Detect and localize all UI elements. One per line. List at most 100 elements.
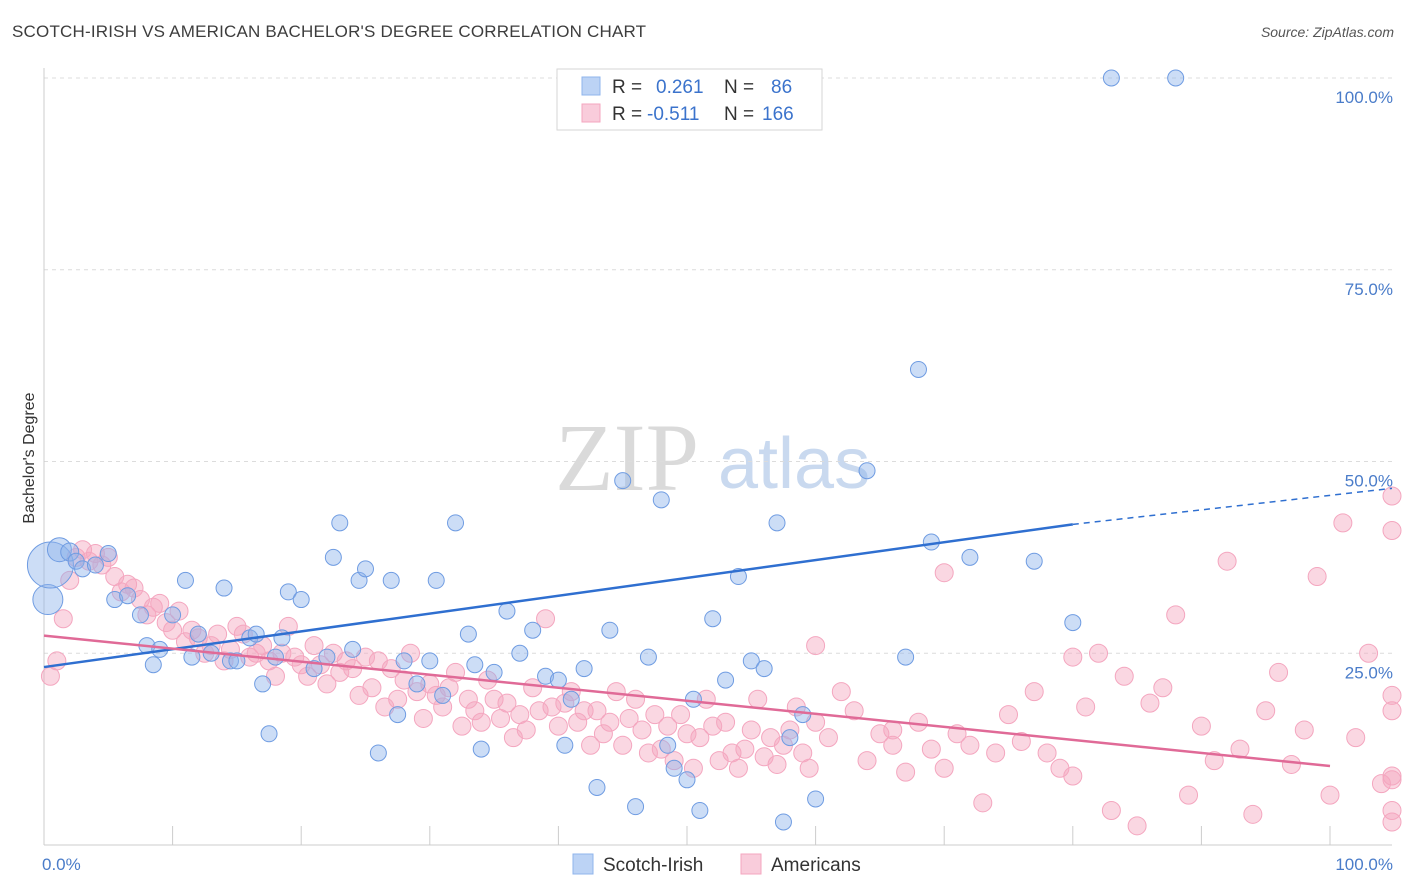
legend-r-value-scotch-irish: 0.261 [656,77,704,98]
scotch-irish-point-37 [369,744,387,762]
scotch-irish-point-87 [1167,69,1185,87]
y-tick-label-100: 100.0% [1335,88,1393,107]
scotch-irish-point-28 [279,583,297,601]
americans-point-120 [818,728,838,748]
x-tick-label-min: 0.0% [42,855,81,874]
scotch-irish-point-20 [221,652,239,670]
americans-point-53 [381,659,401,679]
americans-point-140 [1076,697,1096,717]
chart-source: Source: ZipAtlas.com [1260,24,1394,40]
americans-point-76 [529,701,549,721]
scotch-irish-point-62 [639,648,657,666]
americans-point-29 [227,616,247,636]
scotch-irish-point-38 [382,571,400,589]
americans-point-163 [1371,774,1391,794]
scotch-irish-point-26 [266,648,284,666]
scotch-irish-point-7 [99,545,117,563]
scotch-irish-point-64 [659,736,677,754]
scotch-irish-point-74 [768,514,786,532]
watermark-zip: ZIP [555,404,699,511]
series-legend-label-americans: Americans [771,855,861,876]
americans-point-91 [626,689,646,709]
scotch-irish-point-48 [472,740,490,758]
scotch-irish-point-12 [144,656,162,674]
scotch-irish-point-24 [254,675,272,693]
americans-point-89 [613,735,633,755]
americans-point-133 [986,743,1006,763]
legend-n-label-americans: N = [724,104,754,125]
scotch-irish-trend-line [43,523,1073,669]
scotch-irish-point-50 [498,602,516,620]
americans-point-144 [1127,816,1147,836]
americans-point-141 [1089,643,1109,663]
americans-point-69 [484,689,504,709]
scotch-irish-point-61 [627,798,645,816]
scotch-irish-point-34 [344,640,362,658]
scotch-irish-point-32 [324,548,342,566]
scotch-irish-point-5 [74,560,92,578]
scotch-irish-point-81 [909,360,927,378]
americans-point-147 [1166,605,1186,625]
americans-point-125 [883,735,903,755]
americans-point-128 [921,739,941,759]
americans-point-109 [741,720,761,740]
scotch-irish-point-33 [331,514,349,532]
legend-r-label-scotch-irish: R = [612,77,642,98]
scotch-irish-point-19 [215,579,233,597]
americans-point-108 [735,739,755,759]
scotch-irish-point-73 [755,660,773,678]
americans-point-88 [606,682,626,702]
americans-point-123 [857,751,877,771]
americans-point-169 [1382,770,1402,790]
scotch-irish-point-40 [395,652,413,670]
americans-point-146 [1153,678,1173,698]
americans-point-15 [137,605,157,625]
americans-point-78 [542,697,562,717]
americans-point-164 [1382,685,1402,705]
scotch-irish-point-75 [774,813,792,831]
americans-point-105 [716,712,736,732]
scotch-irish-point-10 [131,606,149,624]
scotch-irish-point-17 [189,625,207,643]
americans-point-127 [908,712,928,732]
scotch-irish-point-63 [652,491,670,509]
americans-point-3 [60,570,80,590]
scotch-irish-point-86 [1102,69,1120,87]
americans-point-149 [1191,716,1211,736]
americans-point-41 [304,636,324,656]
scotch-irish-point-6 [86,556,104,574]
scotch-irish-points [26,69,1185,831]
legend-r-value-americans: -0.511 [647,104,699,125]
americans-point-77 [536,609,556,629]
americans-point-86 [593,724,613,744]
stats-legend: R = 0.261 N = 86 R = -0.511 N = 166 [556,68,823,131]
scotch-irish-point-29 [292,591,310,609]
americans-point-75 [523,678,543,698]
legend-swatch-americans [581,103,601,123]
americans-point-148 [1179,785,1199,805]
scotch-irish-point-84 [1025,552,1043,570]
americans-point-135 [1011,731,1031,751]
scotch-irish-point-21 [228,652,246,670]
americans-point-54 [388,689,408,709]
y-tick-label-75: 75.0% [1345,280,1393,299]
americans-point-137 [1037,743,1057,763]
americans-point-64 [452,716,472,736]
series-legend-swatch-americans [740,853,762,875]
americans-point-155 [1269,662,1289,682]
scotch-irish-point-65 [665,759,683,777]
chart-title: SCOTCH-IRISH VS AMERICAN BACHELOR'S DEGR… [12,22,647,41]
americans-point-90 [619,708,639,728]
scotch-irish-point-76 [781,729,799,747]
americans-point-132 [973,793,993,813]
americans-point-87 [600,712,620,732]
americans-point-94 [645,705,665,725]
americans-point-113 [767,754,787,774]
scotch-irish-point-54 [549,671,567,689]
americans-point-156 [1281,754,1301,774]
americans-point-4 [66,547,86,567]
series-legend-label-scotch-irish: Scotch-Irish [603,855,703,876]
americans-point-26 [208,624,228,644]
scotch-irish-point-68 [691,801,709,819]
y-axis-title: Bachelor's Degree [21,392,38,523]
